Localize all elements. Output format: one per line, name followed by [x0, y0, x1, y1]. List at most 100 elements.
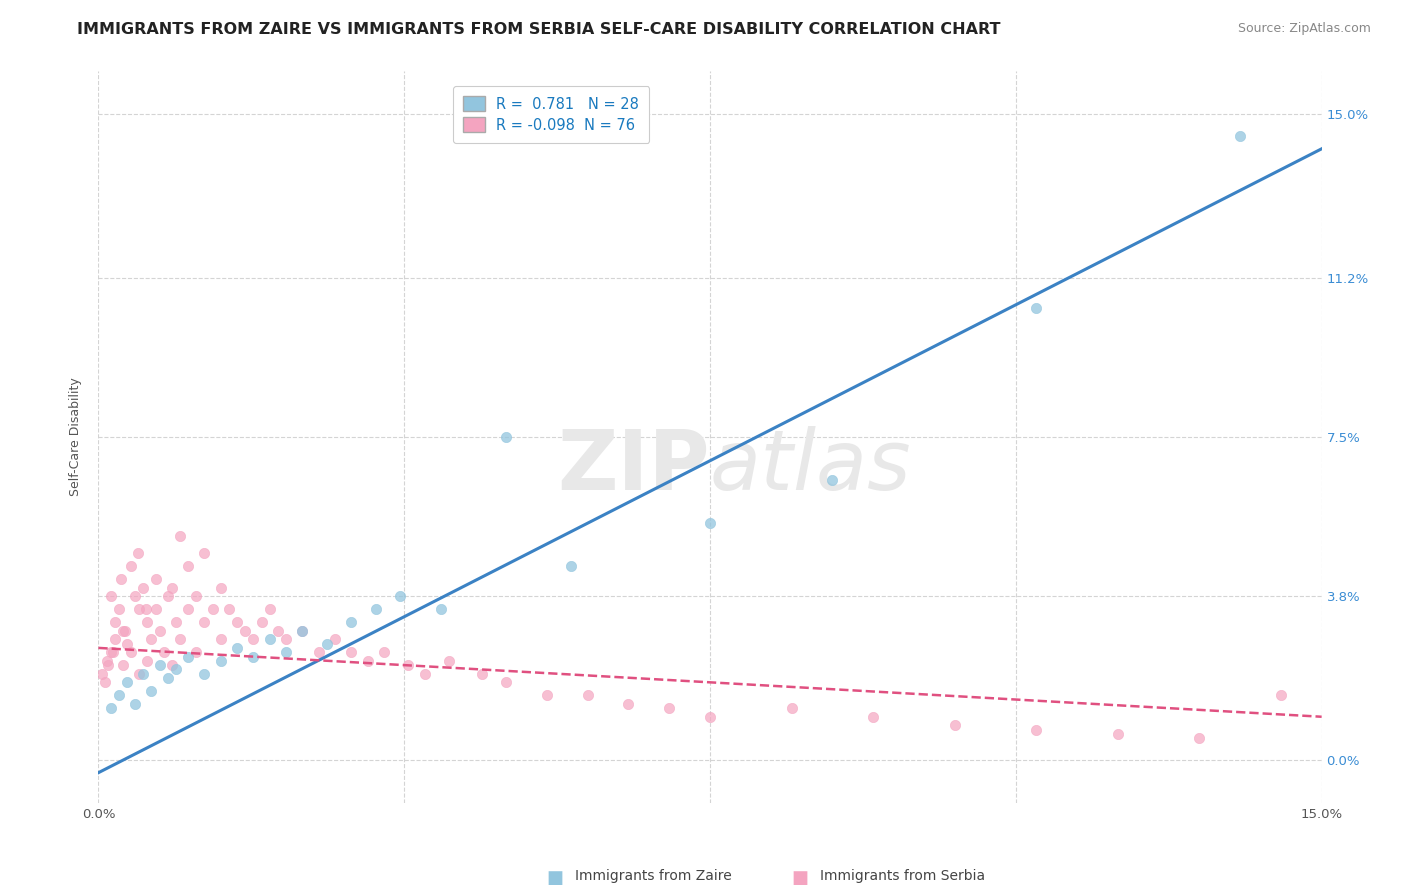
Point — [145, 572, 167, 586]
Point — [128, 666, 150, 681]
Point — [165, 662, 187, 676]
Point — [242, 632, 264, 647]
Point — [821, 473, 844, 487]
Point — [193, 615, 215, 629]
Point — [120, 559, 142, 574]
Point — [471, 666, 494, 681]
Point — [218, 602, 240, 616]
Point — [104, 632, 127, 647]
Point — [209, 654, 232, 668]
Point — [259, 602, 281, 616]
Text: ■: ■ — [792, 869, 808, 887]
Point — [495, 675, 517, 690]
Point — [186, 589, 208, 603]
Y-axis label: Self-Care Disability: Self-Care Disability — [69, 377, 83, 497]
Point — [389, 589, 412, 603]
Point — [576, 688, 599, 702]
Point — [356, 654, 378, 668]
Point — [1107, 727, 1129, 741]
Point — [91, 666, 114, 681]
Point — [373, 645, 395, 659]
Point — [149, 658, 172, 673]
Point — [124, 589, 146, 603]
Point — [177, 559, 200, 574]
Point — [1229, 128, 1251, 143]
Point — [160, 658, 183, 673]
Point — [96, 654, 118, 668]
Point — [135, 602, 157, 616]
Point — [617, 697, 640, 711]
Point — [127, 546, 149, 560]
Point — [193, 546, 215, 560]
Point — [233, 624, 256, 638]
Point — [259, 632, 281, 647]
Point — [323, 632, 346, 647]
Point — [110, 572, 132, 586]
Point — [1025, 301, 1047, 315]
Point — [699, 710, 721, 724]
Point — [160, 581, 183, 595]
Point — [364, 602, 387, 616]
Point — [152, 645, 174, 659]
Point — [136, 615, 159, 629]
Point — [101, 645, 124, 659]
Point — [104, 615, 127, 629]
Point — [128, 602, 150, 616]
Text: ZIP: ZIP — [558, 425, 710, 507]
Point — [495, 430, 517, 444]
Point — [267, 624, 290, 638]
Point — [1270, 688, 1292, 702]
Point — [108, 688, 131, 702]
Point — [97, 658, 120, 673]
Point — [291, 624, 314, 638]
Point — [169, 632, 191, 647]
Text: Immigrants from Serbia: Immigrants from Serbia — [820, 869, 986, 882]
Point — [1188, 731, 1211, 746]
Point — [94, 675, 117, 690]
Point — [315, 637, 337, 651]
Point — [115, 637, 138, 651]
Legend: R =  0.781   N = 28, R = -0.098  N = 76: R = 0.781 N = 28, R = -0.098 N = 76 — [453, 86, 650, 143]
Point — [862, 710, 884, 724]
Point — [560, 559, 582, 574]
Point — [943, 718, 966, 732]
Point — [209, 632, 232, 647]
Point — [165, 615, 187, 629]
Text: IMMIGRANTS FROM ZAIRE VS IMMIGRANTS FROM SERBIA SELF-CARE DISABILITY CORRELATION: IMMIGRANTS FROM ZAIRE VS IMMIGRANTS FROM… — [77, 22, 1001, 37]
Point — [274, 632, 297, 647]
Point — [141, 684, 163, 698]
Point — [193, 666, 215, 681]
Point — [291, 624, 314, 638]
Point — [658, 701, 681, 715]
Point — [340, 615, 363, 629]
Point — [177, 602, 200, 616]
Point — [120, 645, 142, 659]
Point — [111, 658, 134, 673]
Point — [124, 697, 146, 711]
Point — [136, 654, 159, 668]
Text: Source: ZipAtlas.com: Source: ZipAtlas.com — [1237, 22, 1371, 36]
Point — [699, 516, 721, 530]
Point — [340, 645, 363, 659]
Point — [1025, 723, 1047, 737]
Point — [132, 666, 155, 681]
Point — [169, 529, 191, 543]
Point — [156, 671, 179, 685]
Point — [149, 624, 172, 638]
Point — [209, 581, 232, 595]
Point — [100, 645, 122, 659]
Text: ■: ■ — [547, 869, 564, 887]
Point — [274, 645, 297, 659]
Point — [145, 602, 167, 616]
Point — [156, 589, 179, 603]
Point — [536, 688, 558, 702]
Point — [226, 640, 249, 655]
Point — [111, 624, 134, 638]
Point — [413, 666, 436, 681]
Point — [780, 701, 803, 715]
Point — [201, 602, 224, 616]
Text: atlas: atlas — [710, 425, 911, 507]
Text: Immigrants from Zaire: Immigrants from Zaire — [575, 869, 733, 882]
Point — [115, 675, 138, 690]
Point — [242, 649, 264, 664]
